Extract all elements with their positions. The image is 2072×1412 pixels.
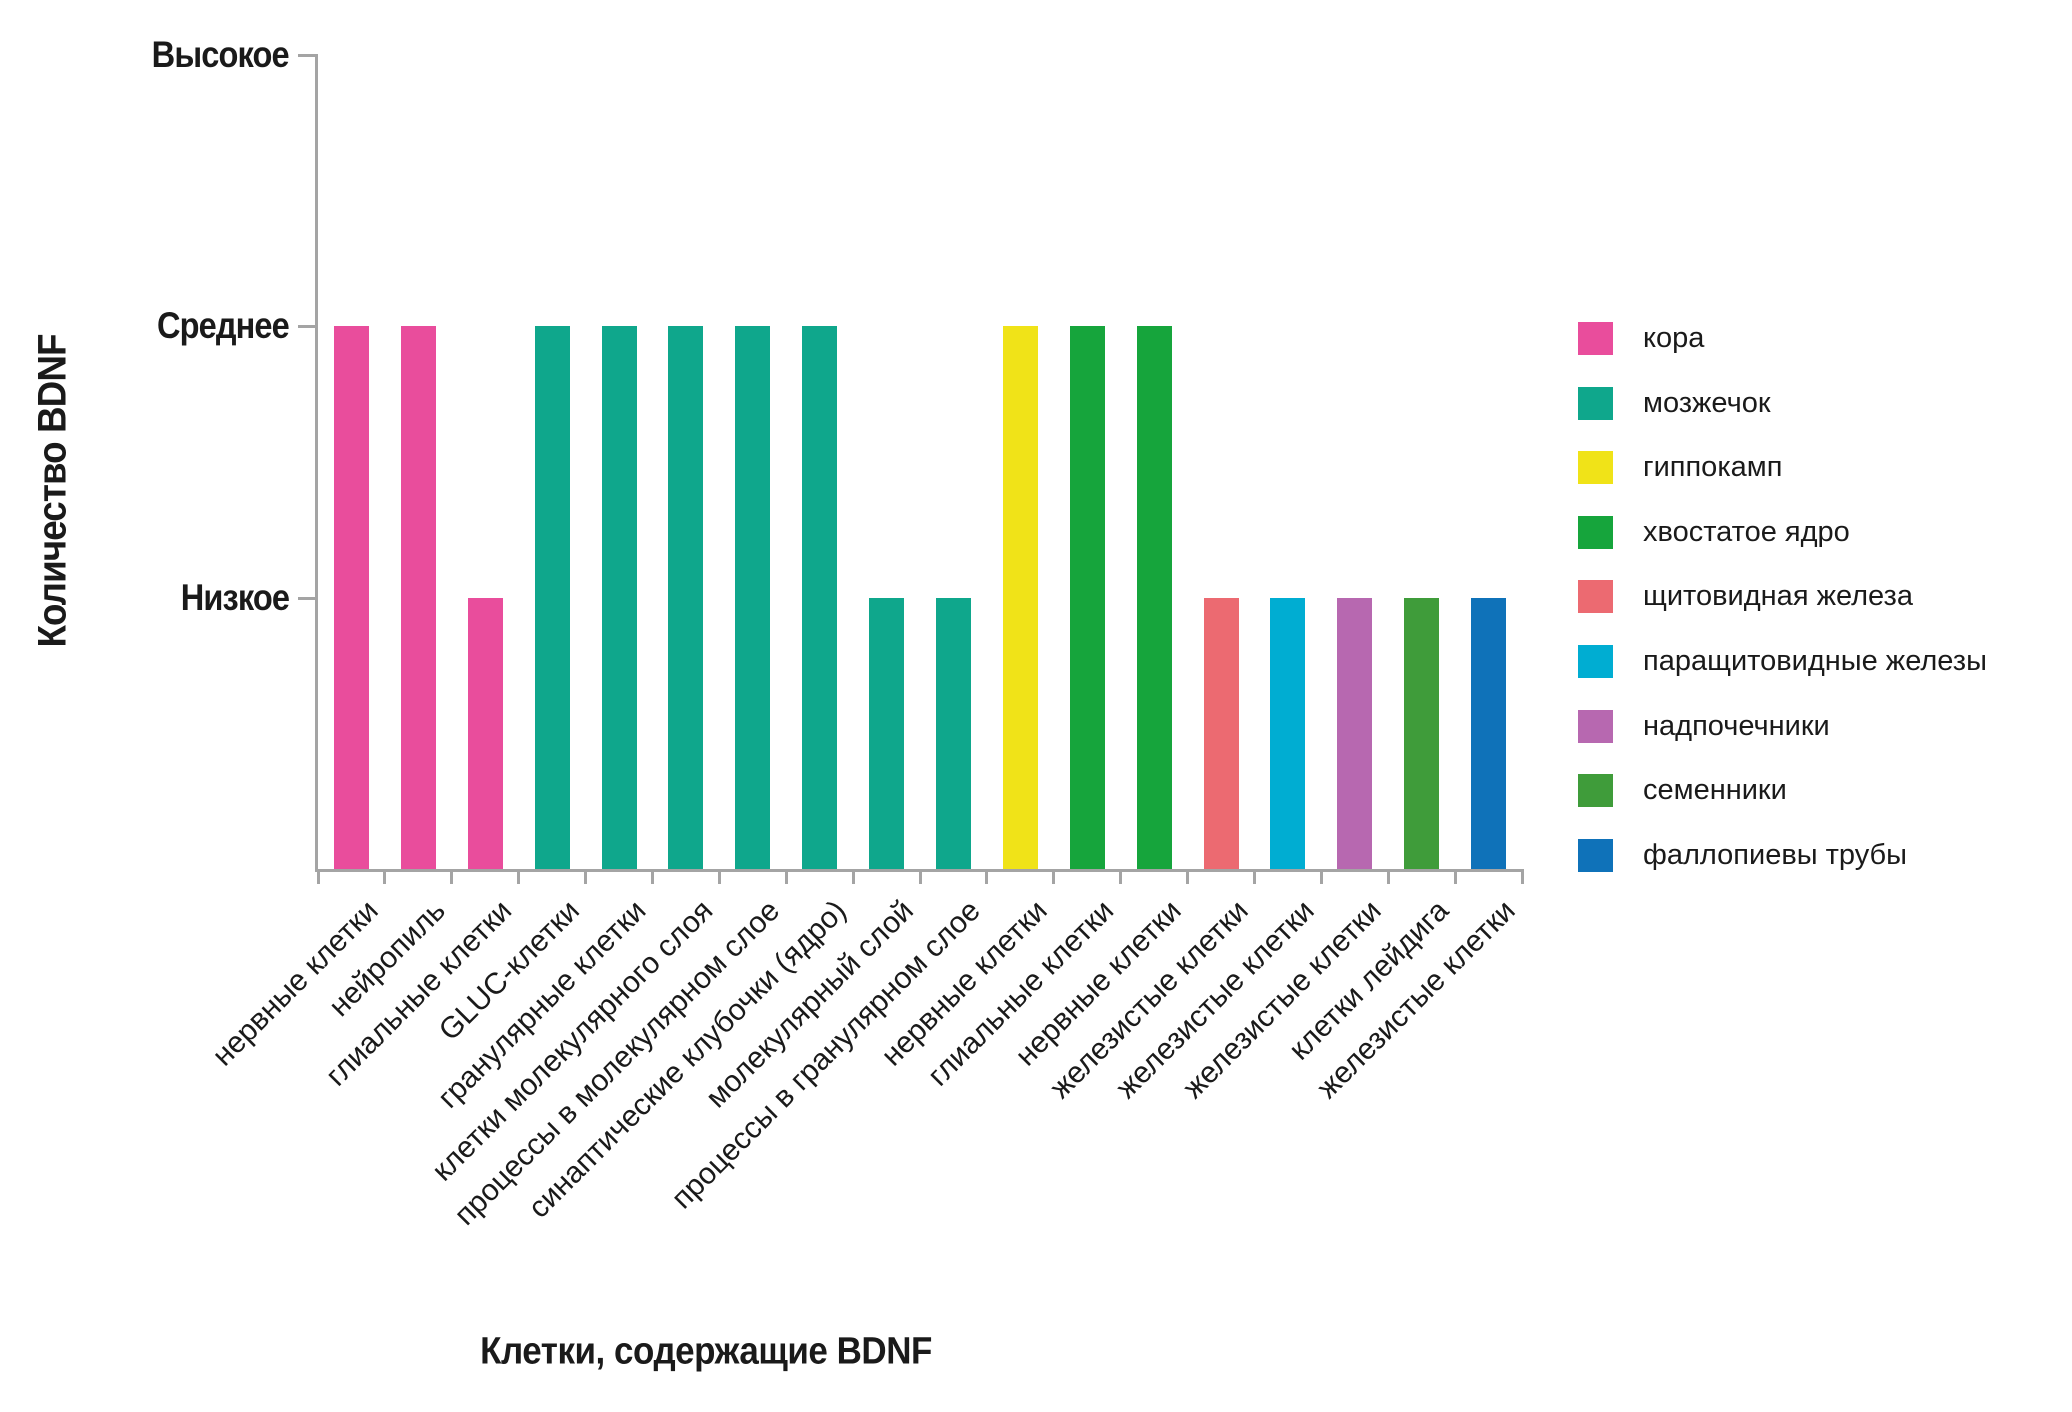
x-tick [1119, 869, 1123, 884]
x-tick [383, 869, 387, 884]
x-tick [1520, 869, 1524, 884]
y-tick-label: Высокое [151, 34, 290, 75]
bar [735, 326, 771, 869]
bar [1471, 597, 1507, 869]
legend-label: хвостатое ядро [1643, 515, 1850, 548]
legend-row: гиппокамп [1578, 451, 1783, 485]
bar [802, 326, 838, 869]
legend-row: фаллопиевы трубы [1578, 838, 1907, 872]
legend-label: мозжечок [1643, 386, 1771, 419]
x-tick [1386, 869, 1390, 884]
bar [935, 597, 971, 869]
legend-row: мозжечок [1578, 386, 1771, 420]
y-tick-label: Низкое [180, 576, 290, 618]
bar [1069, 326, 1105, 869]
x-tick [1252, 869, 1256, 884]
legend-row: кора [1578, 322, 1704, 355]
legend-row: надпочечники [1578, 709, 1830, 743]
x-tick [1319, 869, 1323, 884]
bar [467, 597, 503, 869]
x-tick [584, 869, 588, 884]
y-tick-label: Среднее [157, 305, 290, 347]
x-tick [918, 869, 922, 884]
y-axis-title: Количество BDNF [30, 334, 75, 648]
legend-row: щитовидная железа [1578, 580, 1913, 614]
legend-label: фаллопиевы трубы [1643, 838, 1907, 871]
legend-label: гиппокамп [1643, 451, 1783, 484]
legend-swatch [1578, 451, 1613, 485]
bar [668, 326, 704, 869]
bar [1203, 597, 1239, 869]
legend-swatch [1578, 322, 1613, 355]
x-tick [985, 869, 989, 884]
legend-swatch [1578, 709, 1613, 743]
x-tick [316, 869, 320, 884]
legend-swatch [1578, 515, 1613, 549]
legend-label: надпочечники [1643, 709, 1830, 742]
legend-label: кора [1643, 322, 1705, 354]
y-axis-line [315, 54, 318, 872]
y-tick [298, 325, 316, 329]
x-tick [717, 869, 721, 884]
bar [1270, 597, 1306, 869]
x-tick [650, 869, 654, 884]
legend-swatch [1578, 386, 1613, 420]
bar [333, 326, 369, 869]
bar [400, 326, 436, 869]
y-tick [298, 596, 316, 600]
x-tick [1052, 869, 1056, 884]
y-tick [298, 54, 316, 57]
bar [1337, 597, 1373, 869]
legend-swatch [1578, 580, 1613, 614]
legend-label: щитовидная железа [1643, 580, 1913, 613]
x-tick [851, 869, 855, 884]
x-tick [517, 869, 521, 884]
x-tick [784, 869, 788, 884]
bar [1404, 597, 1440, 869]
legend-swatch [1578, 774, 1613, 808]
legend-swatch [1578, 838, 1613, 872]
x-axis-title: Клетки, содержащие BDNF [480, 1330, 932, 1373]
x-tick [1453, 869, 1457, 884]
bar [1136, 326, 1172, 869]
x-tick [450, 869, 454, 884]
bar [534, 326, 570, 869]
legend-swatch [1578, 645, 1613, 678]
legend-label: паращитовидные железы [1643, 645, 1987, 677]
bar [1002, 326, 1038, 869]
legend-label: семенники [1643, 774, 1787, 807]
x-tick [1186, 869, 1190, 884]
legend-row: паращитовидные железы [1578, 645, 1987, 678]
bar [869, 597, 905, 869]
legend-row: семенники [1578, 774, 1787, 808]
bar [601, 326, 637, 869]
legend-row: хвостатое ядро [1578, 515, 1850, 549]
